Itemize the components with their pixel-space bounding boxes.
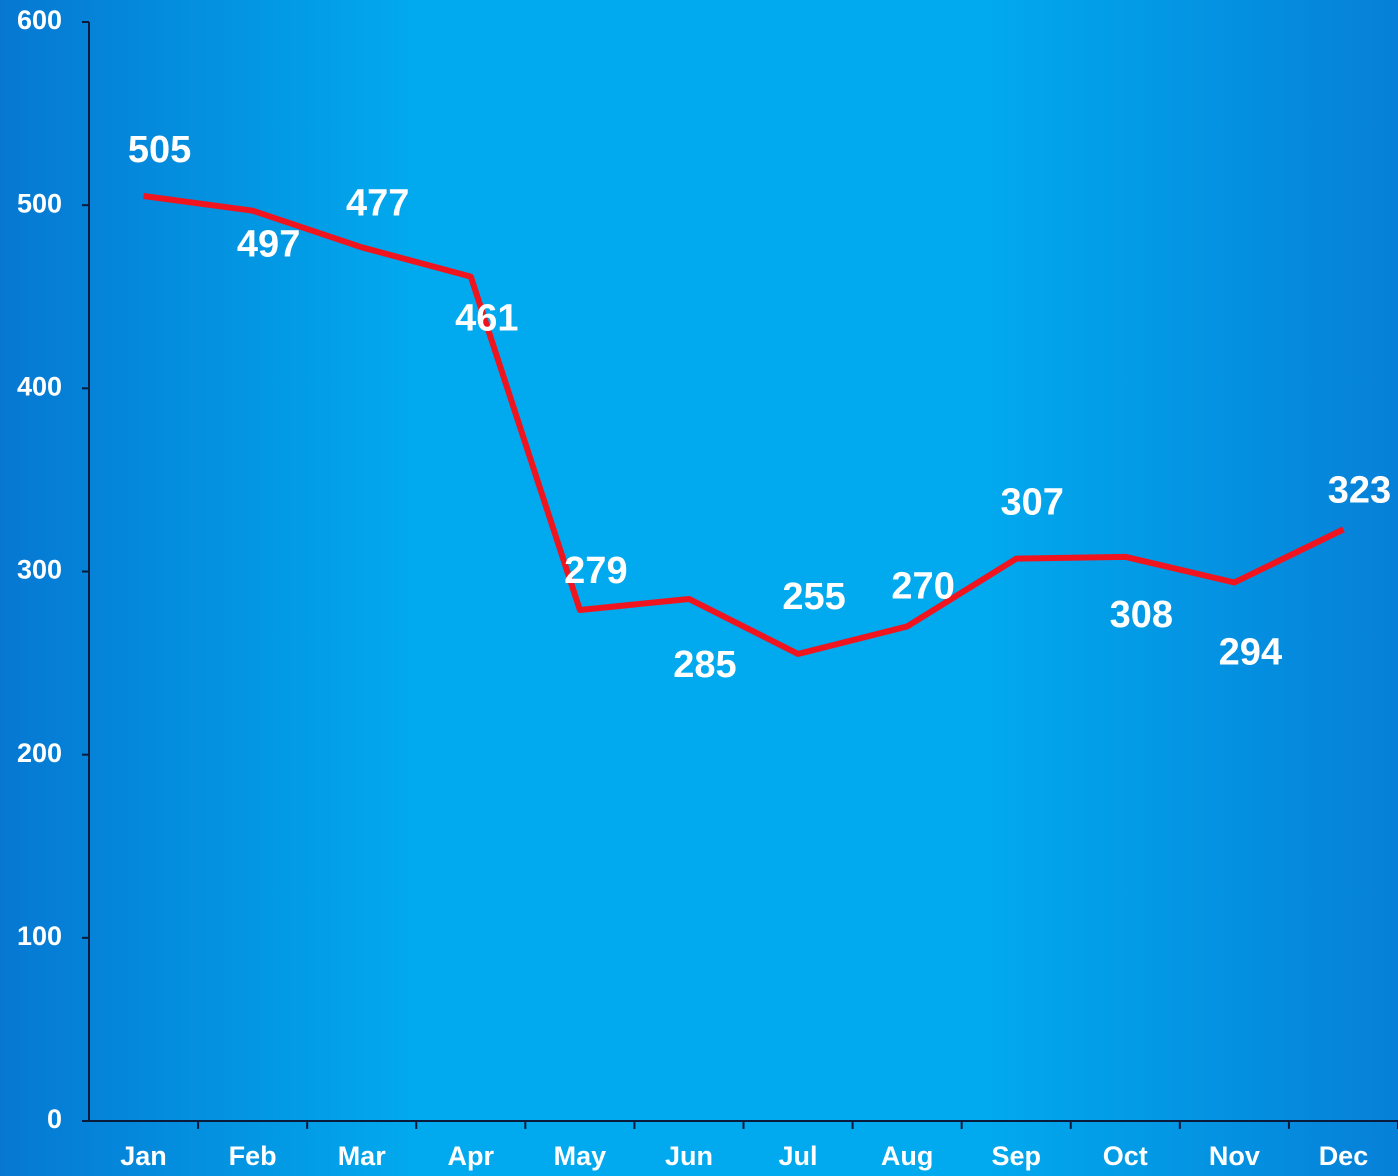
data-label: 307 [1001, 482, 1064, 524]
y-tick-label: 100 [17, 921, 62, 951]
y-tick-label: 400 [17, 371, 62, 401]
y-tick-label: 0 [47, 1104, 62, 1134]
y-tick-label: 200 [17, 738, 62, 768]
x-tick-label: Apr [448, 1141, 495, 1171]
data-label: 255 [782, 576, 845, 618]
data-label: 279 [564, 550, 627, 592]
data-label: 505 [128, 129, 191, 171]
data-label: 477 [346, 182, 409, 224]
x-tick-label: Jul [779, 1141, 818, 1171]
x-tick-label: Jan [120, 1141, 167, 1171]
x-tick-label: Jun [665, 1141, 713, 1171]
x-tick-label: Dec [1319, 1141, 1369, 1171]
data-label: 270 [891, 565, 954, 607]
x-tick-label: Aug [881, 1141, 933, 1171]
x-tick-label: Nov [1209, 1141, 1260, 1171]
line [143, 193, 1345, 657]
x-tick-label: Feb [229, 1141, 277, 1171]
y-tick-label: 600 [17, 5, 62, 35]
x-tick-label: Oct [1103, 1141, 1148, 1171]
x-tick-label: Mar [338, 1141, 387, 1171]
data-label: 294 [1219, 632, 1282, 674]
y-tick-label: 300 [17, 555, 62, 585]
data-label: 461 [455, 298, 518, 340]
y-tick-label: 500 [17, 188, 62, 218]
data-label: 323 [1328, 469, 1391, 511]
data-label: 285 [673, 644, 736, 686]
x-tick-label: Sep [991, 1141, 1041, 1171]
data-label: 497 [237, 224, 300, 266]
x-tick-label: May [554, 1141, 607, 1171]
data-label: 308 [1110, 594, 1173, 636]
